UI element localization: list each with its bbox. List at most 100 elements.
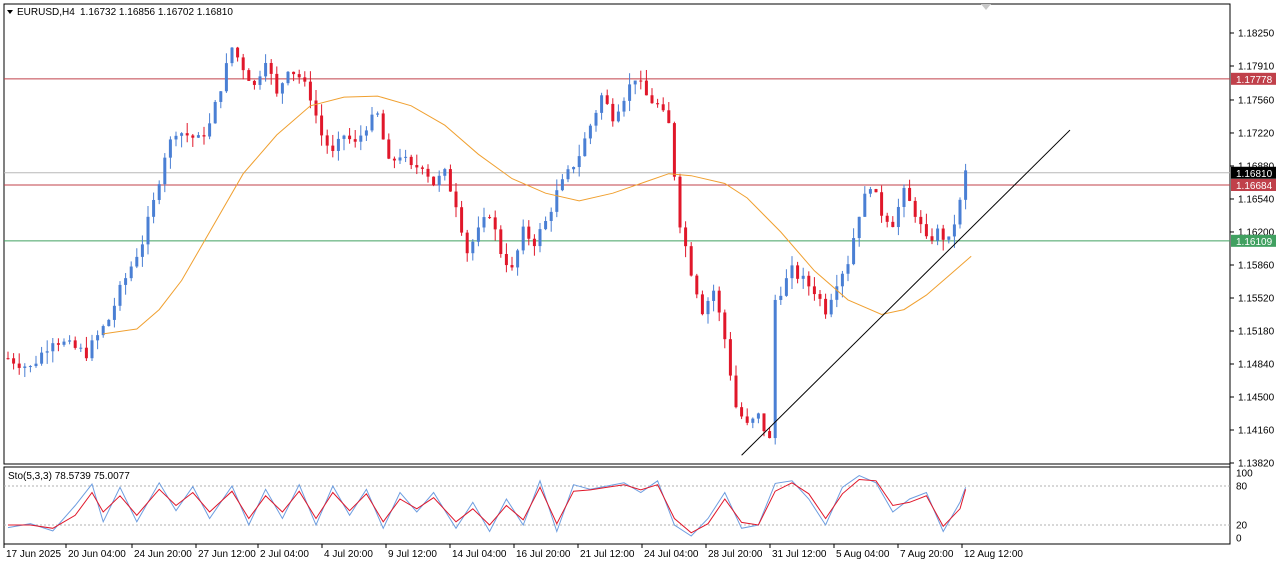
candle-body	[118, 284, 122, 306]
candle-body	[443, 169, 447, 176]
candle-body	[560, 179, 564, 191]
candle-body	[460, 207, 464, 233]
candle-body	[510, 265, 514, 268]
price-tick-label: 1.15520	[1238, 293, 1275, 304]
candle-body	[874, 189, 878, 193]
candle-body	[213, 101, 217, 124]
candle-body	[896, 206, 900, 228]
candle-body	[135, 256, 139, 267]
time-tick-label: 4 Jul 20:00	[324, 549, 373, 560]
candle-body	[544, 220, 548, 230]
candle-body	[723, 312, 727, 340]
candle-body	[532, 238, 536, 247]
candle-body	[224, 63, 228, 92]
candle-body	[768, 431, 772, 439]
candle-body	[504, 254, 508, 266]
time-tick-label: 14 Jul 04:00	[452, 549, 507, 560]
candle-body	[913, 200, 917, 217]
candle-body	[146, 216, 150, 245]
candle-body	[426, 168, 430, 177]
resistance-level-badge	[1231, 179, 1276, 192]
candle-body	[359, 135, 363, 142]
candle-body	[527, 226, 531, 239]
oscillator-tick-label: 20	[1236, 521, 1248, 532]
candle-body	[740, 407, 744, 417]
candle-body	[549, 211, 553, 221]
candle-body	[392, 158, 396, 161]
candle-body	[639, 80, 643, 82]
candle-body	[308, 81, 312, 101]
price-tick-label: 1.17560	[1238, 95, 1275, 106]
candle-body	[952, 224, 956, 237]
candle-body	[840, 273, 844, 287]
resistance-level-label: 1.16684	[1236, 181, 1273, 192]
time-tick-label: 16 Jul 20:00	[516, 549, 571, 560]
candle-body	[331, 145, 335, 151]
time-tick-label: 7 Aug 20:00	[900, 549, 954, 560]
candle-body	[381, 113, 385, 140]
chart-shift-marker-icon[interactable]	[981, 4, 991, 10]
candle-body	[588, 125, 592, 139]
time-tick-label: 5 Aug 04:00	[836, 549, 890, 560]
candle-body	[196, 135, 200, 138]
candle-body	[678, 176, 682, 228]
candle-body	[40, 352, 44, 364]
candle-body	[583, 138, 587, 157]
price-tick-label: 1.17220	[1238, 128, 1275, 139]
candle-body	[23, 366, 27, 368]
stochastic-main-line	[7, 475, 967, 537]
candle-body	[185, 133, 189, 136]
candle-body	[773, 299, 777, 439]
candle-body	[958, 199, 962, 225]
candle-body	[835, 286, 839, 300]
candle-body	[924, 224, 928, 237]
candle-body	[880, 192, 884, 216]
candle-body	[79, 347, 83, 349]
candle-body	[868, 189, 872, 194]
stochastic-label: Sto(5,3,3) 78.5739 75.0077	[8, 471, 130, 482]
moving-average-line	[103, 95, 972, 335]
candle-body	[863, 193, 867, 217]
price-tick-label: 1.18250	[1238, 29, 1275, 40]
candle-body	[241, 57, 245, 71]
candle-body	[275, 73, 279, 94]
candle-body	[336, 138, 340, 151]
candle-body	[801, 275, 805, 279]
candle-body	[706, 300, 710, 315]
candle-body	[572, 167, 576, 170]
candle-body	[73, 340, 77, 348]
time-tick-label: 31 Jul 12:00	[772, 549, 827, 560]
candle-body	[297, 74, 301, 78]
candle-body	[34, 363, 38, 367]
candle-body	[964, 170, 968, 200]
candle-body	[68, 340, 72, 342]
price-tick-label: 1.16200	[1238, 227, 1275, 238]
candle-body	[454, 191, 458, 208]
candle-body	[667, 110, 671, 124]
candle-body	[700, 294, 704, 315]
candle-body	[555, 190, 559, 212]
candle-body	[370, 114, 374, 131]
candle-body	[594, 112, 598, 126]
candle-body	[672, 123, 676, 177]
candle-body	[247, 70, 251, 81]
candle-body	[465, 232, 469, 254]
candle-body	[409, 156, 413, 166]
candle-body	[124, 278, 128, 285]
candle-body	[448, 169, 452, 192]
candle-body	[437, 175, 441, 186]
candle-body	[852, 238, 856, 265]
candle-body	[812, 286, 816, 295]
oscillator-tick-label: 100	[1236, 469, 1253, 480]
candle-body	[45, 351, 49, 353]
candle-body	[140, 244, 144, 257]
candle-body	[84, 347, 88, 359]
candle-body	[292, 71, 296, 75]
candle-body	[846, 264, 850, 274]
candle-body	[264, 62, 268, 77]
candle-body	[236, 47, 240, 58]
candle-body	[476, 227, 480, 242]
header-collapse-icon[interactable]	[7, 10, 13, 14]
